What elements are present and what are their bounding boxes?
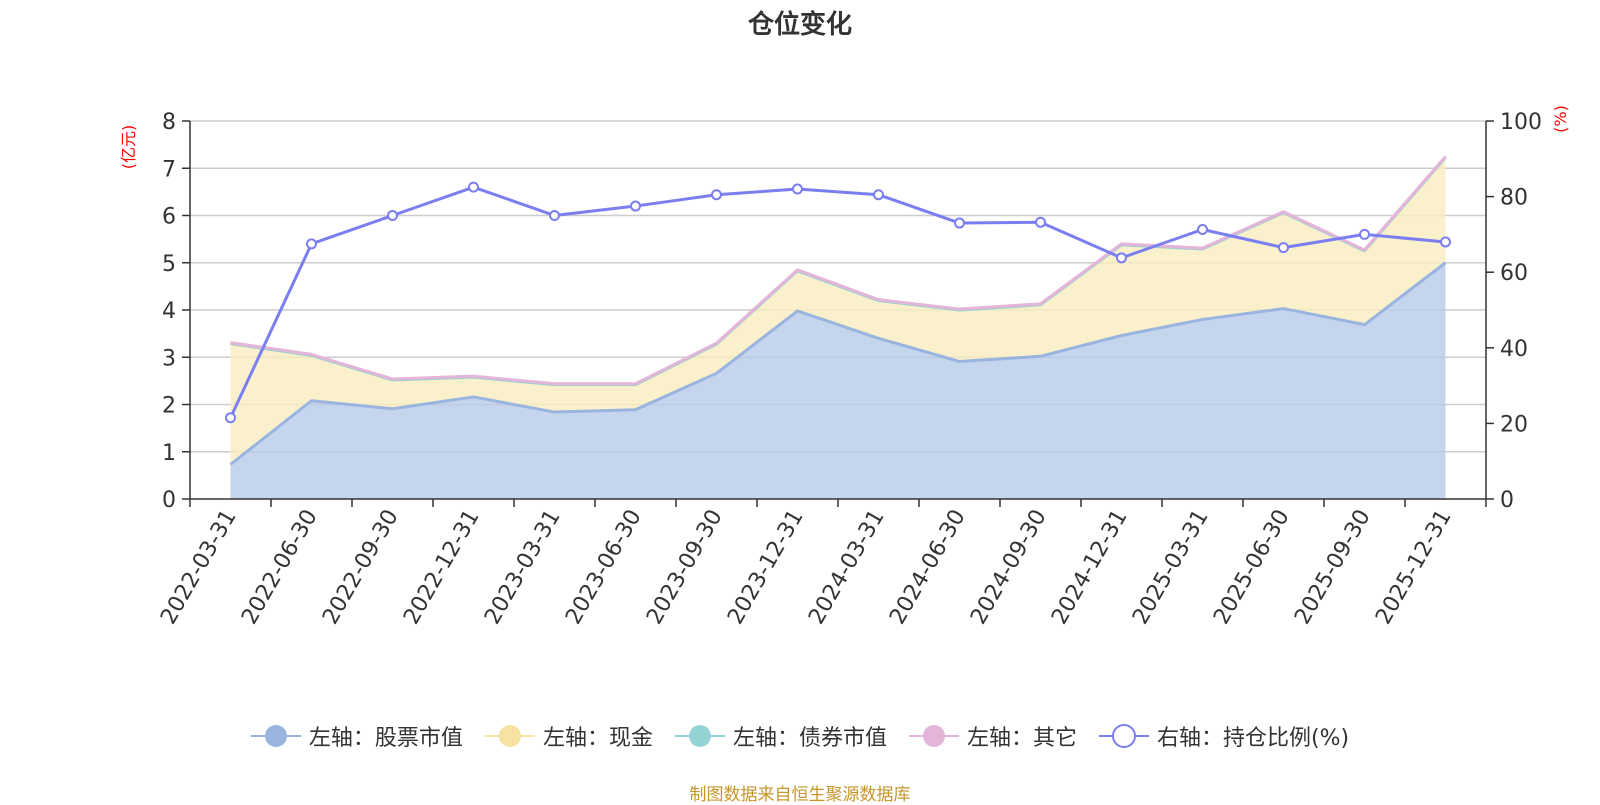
x-axis-tick-label: 2023-09-30 — [642, 506, 728, 629]
legend-marker-icon — [908, 725, 959, 747]
legend-label: 左轴：股票市值 — [308, 726, 463, 751]
x-axis-tick-label: 2024-12-31 — [1047, 506, 1133, 629]
area-line-0 — [229, 261, 1447, 466]
left-axis-tick-label: 0 — [162, 488, 176, 513]
x-axis-tick-label: 2025-12-31 — [1371, 506, 1457, 629]
ratio-point — [1278, 242, 1289, 254]
right-axis-tick-label: 80 — [1500, 186, 1528, 211]
right-axis-tick-label: 40 — [1500, 337, 1528, 362]
ratio-point — [549, 210, 560, 221]
ratio-point — [306, 238, 317, 250]
x-axis-tick-label: 2024-06-30 — [885, 506, 971, 629]
right-axis-unit-label: (%) — [1551, 105, 1570, 133]
legend-item[interactable]: 左轴：债券市值 — [674, 720, 887, 752]
area-0 — [230, 262, 1446, 499]
x-axis-tick-label: 2025-06-30 — [1209, 506, 1295, 629]
chart-title: 仓位变化 — [747, 10, 852, 40]
legend-label: 左轴：现金 — [542, 726, 653, 751]
chart-legend: 左轴：股票市值 左轴：现金 左轴：债券市值 左轴：其它 右轴：持仓比例(%) — [0, 720, 1600, 752]
left-axis-tick-label: 6 — [162, 205, 176, 230]
x-axis-tick-label: 2022-12-31 — [399, 506, 485, 629]
left-axis-unit-label: (亿元) — [119, 125, 138, 170]
ratio-point — [711, 189, 722, 201]
x-axis-tick-label: 2023-03-31 — [480, 506, 566, 629]
left-axis-tick-label: 8 — [162, 110, 176, 135]
left-axis-tick-label: 1 — [162, 441, 176, 466]
ratio-point — [873, 189, 884, 201]
left-axis-tick-label: 4 — [162, 299, 176, 324]
right-axis-tick-label: 100 — [1500, 110, 1542, 135]
legend-marker-icon — [674, 725, 725, 747]
ratio-line — [229, 185, 1446, 419]
legend-label: 左轴：其它 — [966, 726, 1077, 751]
ratio-point — [1035, 216, 1046, 228]
legend-marker-icon — [1098, 724, 1149, 748]
legend-label: 右轴：持仓比例(%) — [1156, 726, 1350, 751]
x-axis-tick-label: 2024-03-31 — [804, 506, 890, 629]
ratio-point — [1197, 223, 1208, 235]
area-line-3 — [230, 155, 1447, 386]
legend-label: 左轴：债券市值 — [732, 726, 887, 751]
ratio-point — [1116, 252, 1127, 264]
x-axis-tick-label: 2024-09-30 — [966, 506, 1052, 629]
area-1 — [230, 157, 1446, 465]
x-axis-tick-label: 2023-12-31 — [723, 506, 809, 629]
legend-item[interactable]: 左轴：现金 — [484, 720, 653, 752]
left-axis-tick-label: 7 — [162, 157, 176, 182]
legend-marker-icon — [484, 725, 535, 747]
legend-marker-icon — [250, 725, 301, 747]
legend-item[interactable]: 左轴：股票市值 — [250, 720, 463, 752]
source-note: 制图数据来自恒生聚源数据库 — [689, 785, 911, 805]
ratio-point — [1440, 236, 1451, 248]
x-axis-tick-label: 2023-06-30 — [561, 506, 647, 629]
right-axis-tick-label: 20 — [1500, 412, 1528, 437]
ratio-point — [225, 412, 236, 424]
left-axis-tick-label: 2 — [162, 394, 176, 419]
right-axis-tick-label: 60 — [1500, 261, 1528, 286]
legend-item[interactable]: 右轴：持仓比例(%) — [1098, 720, 1350, 752]
ratio-point — [468, 181, 479, 193]
right-axis-tick-label: 0 — [1500, 488, 1514, 513]
ratio-point — [792, 183, 803, 195]
legend-item[interactable]: 左轴：其它 — [908, 720, 1077, 752]
x-axis-tick-label: 2025-03-31 — [1128, 506, 1214, 629]
x-axis-tick-label: 2022-06-30 — [237, 506, 323, 629]
x-axis-tick-label: 2025-09-30 — [1290, 506, 1376, 629]
x-axis-tick-label: 2022-09-30 — [318, 506, 404, 629]
left-axis-tick-label: 3 — [162, 346, 176, 371]
ratio-point — [387, 210, 398, 221]
ratio-point — [1359, 228, 1370, 240]
ratio-point — [954, 217, 965, 229]
left-axis-tick-label: 5 — [162, 252, 176, 277]
ratio-point — [630, 200, 641, 212]
x-axis-tick-label: 2022-03-31 — [156, 506, 242, 629]
